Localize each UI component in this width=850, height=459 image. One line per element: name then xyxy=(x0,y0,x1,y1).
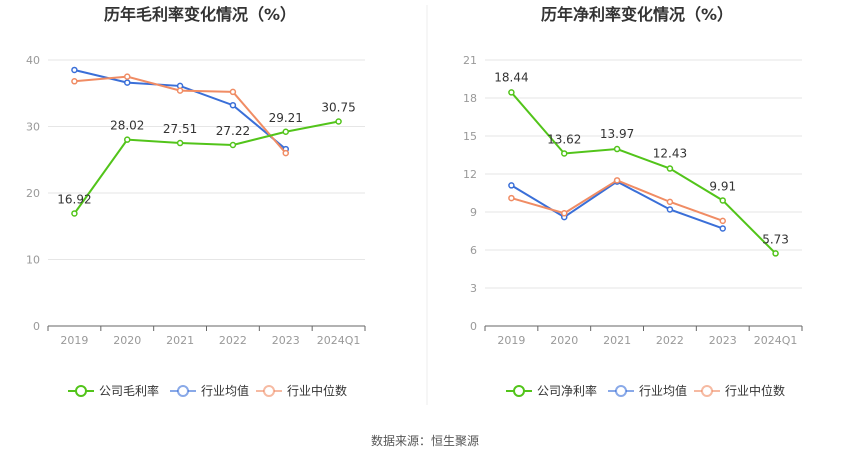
y-tick-label: 18 xyxy=(463,92,477,105)
legend-swatch-marker xyxy=(263,385,275,397)
legend-swatch-marker xyxy=(177,385,189,397)
data-label: 5.73 xyxy=(762,232,789,246)
company-point xyxy=(71,210,78,217)
x-tick-label: 2023 xyxy=(709,334,737,347)
data-label: 13.97 xyxy=(600,127,634,141)
x-tick-label: 2024Q1 xyxy=(754,334,798,347)
legend: 公司净利率 行业均值 行业中位数 xyxy=(506,383,785,398)
y-tick-label: 12 xyxy=(463,168,477,181)
data-label: 29.21 xyxy=(269,111,303,125)
industry_avg-point xyxy=(229,101,237,109)
x-tick-label: 2022 xyxy=(219,334,247,347)
legend-label: 行业均值 xyxy=(201,383,249,398)
data-label: 12.43 xyxy=(653,147,687,161)
x-tick-label: 2019 xyxy=(60,334,88,347)
x-tick-label: 2021 xyxy=(603,334,631,347)
net-margin-chart: 历年净利率变化情况（%） 0 3 6 9 12 15 18 21 2019 2020 2021 2022… xyxy=(463,5,803,398)
x-tick-label: 2019 xyxy=(497,334,525,347)
company-point xyxy=(508,89,515,96)
data-label: 18.44 xyxy=(494,70,528,84)
data-label: 13.62 xyxy=(547,132,581,146)
legend-swatch-marker xyxy=(615,385,627,397)
industry_median-point xyxy=(613,177,621,184)
legend-swatch-marker xyxy=(701,385,713,397)
company-point xyxy=(772,250,779,257)
y-tick-label: 21 xyxy=(463,54,477,67)
industry_median-point xyxy=(666,198,674,206)
y-tick-label: 40 xyxy=(26,54,40,67)
y-tick-label: 15 xyxy=(463,130,477,143)
legend-swatch-marker xyxy=(75,385,87,397)
y-tick-label: 6 xyxy=(470,244,477,257)
industry_median-line xyxy=(511,179,724,222)
data-label: 16.92 xyxy=(57,192,91,206)
company-line xyxy=(510,91,777,255)
company-point xyxy=(229,141,237,149)
y-tick-label: 3 xyxy=(470,282,477,295)
industry_avg-point xyxy=(666,206,674,213)
y-tick-label: 9 xyxy=(470,206,477,219)
company-line xyxy=(73,120,339,215)
legend-label: 行业均值 xyxy=(639,383,687,398)
industry_median-point xyxy=(71,78,78,85)
industry_median-point xyxy=(124,73,131,80)
industry_median-point xyxy=(561,210,568,217)
industry_median-point xyxy=(719,217,726,225)
industry_avg-point xyxy=(508,182,515,189)
x-tick-label: 2021 xyxy=(166,334,194,347)
industry_avg-line xyxy=(510,180,724,230)
company-point xyxy=(124,136,131,143)
data-label: 28.02 xyxy=(110,119,144,133)
data-label: 30.75 xyxy=(321,101,355,115)
data-source-note: 数据来源：恒生聚源 xyxy=(370,434,479,448)
company-point xyxy=(176,139,184,147)
industry_median-point xyxy=(176,87,184,94)
gross-margin-chart: 历年毛利率变化情况（%） 0 10 20 30 40 2019 2020 2021 2022 202… xyxy=(26,5,366,398)
x-tick-label: 2023 xyxy=(272,334,300,347)
industry_avg-point xyxy=(719,225,726,232)
industry_median-point xyxy=(282,149,289,157)
industry_median-point xyxy=(508,194,515,202)
company-point xyxy=(613,145,621,153)
legend-label: 公司毛利率 xyxy=(99,383,159,398)
industry_median-point xyxy=(229,88,237,96)
company-point xyxy=(282,128,289,136)
y-tick-label: 0 xyxy=(33,320,40,333)
x-tick-label: 2024Q1 xyxy=(317,334,361,347)
legend-label: 公司净利率 xyxy=(537,383,597,398)
legend: 公司毛利率 行业均值 行业中位数 xyxy=(68,383,347,398)
company-point xyxy=(561,150,568,157)
x-tick-label: 2022 xyxy=(656,334,684,347)
chart-title: 历年毛利率变化情况（%） xyxy=(104,5,296,24)
company-point xyxy=(666,165,674,172)
data-label: 9.91 xyxy=(709,179,736,193)
legend-swatch-marker xyxy=(513,385,525,397)
data-label: 27.22 xyxy=(216,124,250,138)
industry_avg-point xyxy=(124,79,131,86)
chart-title: 历年净利率变化情况（%） xyxy=(541,5,733,24)
y-tick-label: 10 xyxy=(26,254,40,267)
company-point xyxy=(719,197,726,204)
y-tick-label: 0 xyxy=(470,320,477,333)
company-point xyxy=(335,118,342,125)
industry_avg-line xyxy=(74,69,287,150)
y-tick-label: 30 xyxy=(26,121,40,134)
x-tick-label: 2020 xyxy=(113,334,141,347)
legend-label: 行业中位数 xyxy=(725,383,785,398)
x-tick-label: 2020 xyxy=(550,334,578,347)
legend-label: 行业中位数 xyxy=(287,383,347,398)
data-label: 27.51 xyxy=(163,122,197,136)
y-tick-label: 20 xyxy=(26,187,40,200)
industry_avg-point xyxy=(71,66,78,74)
